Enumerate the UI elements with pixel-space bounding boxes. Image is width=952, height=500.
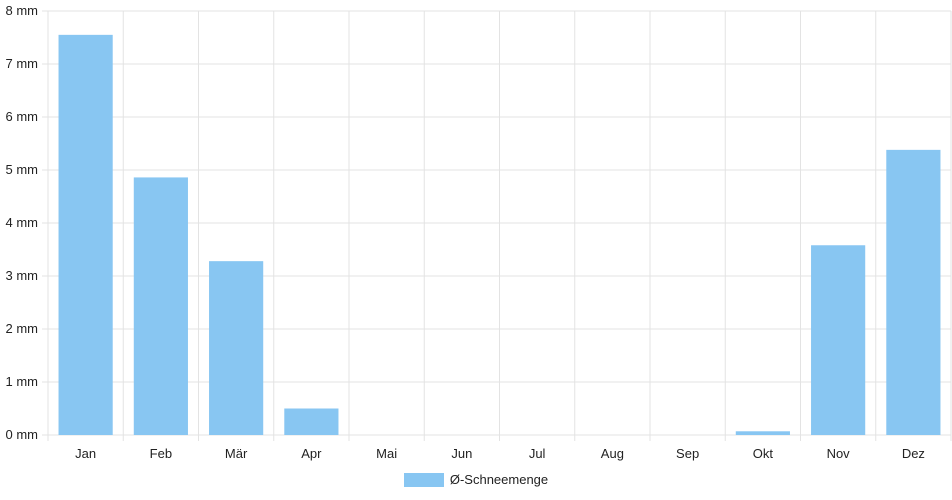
bar — [58, 34, 113, 435]
legend-swatch — [403, 472, 444, 487]
x-tick-label: Aug — [601, 446, 624, 461]
legend-label: Ø-Schneemenge — [449, 472, 549, 487]
x-tick-label: Mai — [376, 446, 397, 461]
x-tick-label: Jul — [529, 446, 546, 461]
x-tick-label: Nov — [827, 446, 851, 461]
x-tick-label: Feb — [150, 446, 172, 461]
y-tick-label: 7 mm — [6, 56, 39, 71]
x-tick-label: Jun — [451, 446, 472, 461]
legend: Ø-Schneemenge — [0, 472, 952, 487]
bar — [284, 408, 339, 435]
y-tick-label: 4 mm — [6, 215, 39, 230]
x-tick-label: Jan — [75, 446, 96, 461]
x-tick-label: Dez — [902, 446, 925, 461]
y-tick-label: 8 mm — [6, 3, 39, 18]
y-tick-label: 2 mm — [6, 321, 39, 336]
x-tick-label: Apr — [301, 446, 322, 461]
y-tick-label: 1 mm — [6, 374, 39, 389]
x-tick-label: Mär — [225, 446, 248, 461]
bar — [886, 149, 941, 436]
y-tick-label: 0 mm — [6, 427, 39, 442]
bar — [209, 261, 264, 435]
bar — [133, 177, 188, 436]
x-tick-label: Okt — [753, 446, 774, 461]
y-tick-label: 6 mm — [6, 109, 39, 124]
y-tick-label: 5 mm — [6, 162, 39, 177]
bar — [735, 431, 790, 435]
bar — [811, 245, 866, 435]
x-tick-label: Sep — [676, 446, 699, 461]
y-tick-label: 3 mm — [6, 268, 39, 283]
